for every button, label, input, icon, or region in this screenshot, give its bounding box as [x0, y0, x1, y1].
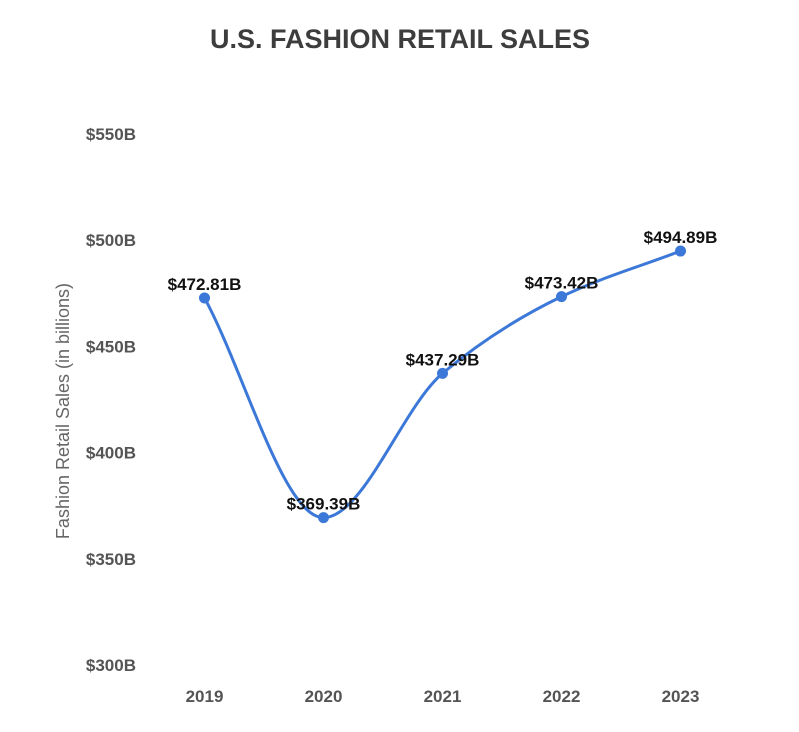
chart-title: U.S. FASHION RETAIL SALES [210, 24, 590, 54]
data-label: $369.39B [287, 495, 361, 514]
x-tick-label: 2023 [662, 687, 700, 706]
x-axis-ticks: 2019 2020 2021 2022 2023 [186, 687, 700, 706]
data-point [318, 512, 329, 524]
data-label: $437.29B [406, 350, 480, 369]
data-point [199, 292, 210, 304]
series-line [203, 249, 682, 520]
x-tick-label: 2022 [543, 687, 581, 706]
data-labels: $472.81B $369.39B $437.29B $473.42B $494.89B [168, 228, 718, 514]
data-point [675, 245, 686, 257]
y-tick-label: $350B [86, 550, 136, 569]
series-layer [199, 245, 686, 524]
y-axis-ticks: $300B $350B $400B $450B $500B $550B [86, 125, 136, 675]
y-tick-label: $450B [86, 337, 136, 356]
y-tick-label: $550B [86, 125, 136, 144]
y-axis-label: Fashion Retail Sales (in billions) [53, 283, 73, 539]
data-label: $473.42B [525, 274, 599, 293]
x-tick-label: 2020 [305, 687, 343, 706]
y-tick-label: $500B [86, 231, 136, 250]
data-label: $472.81B [168, 275, 242, 294]
y-tick-label: $300B [86, 656, 136, 675]
x-tick-label: 2019 [186, 687, 224, 706]
y-tick-label: $400B [86, 444, 136, 463]
x-tick-label: 2021 [424, 687, 462, 706]
data-point [556, 291, 567, 303]
data-label: $494.89B [644, 228, 718, 247]
data-point [437, 367, 448, 379]
